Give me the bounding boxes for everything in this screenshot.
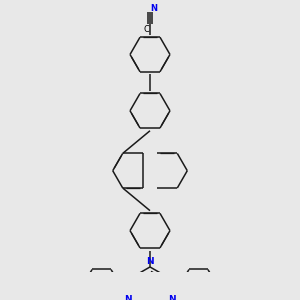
Text: N: N — [168, 295, 176, 300]
Text: N: N — [146, 257, 154, 266]
Text: N: N — [124, 295, 132, 300]
Text: N: N — [150, 4, 157, 13]
Text: C: C — [143, 26, 149, 34]
